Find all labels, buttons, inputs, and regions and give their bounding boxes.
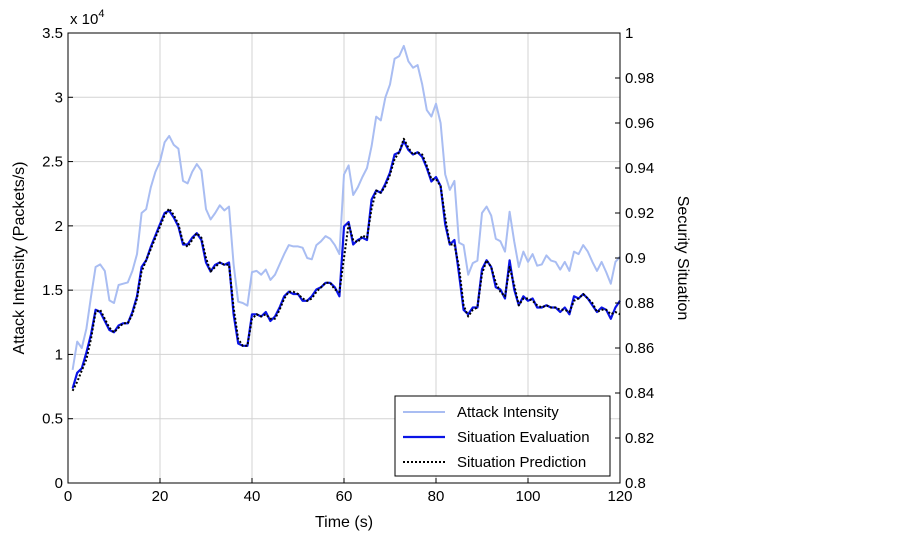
y-tick-label-right: 0.96 [625,115,654,132]
y-multiplier-label: x 104 [70,8,104,28]
x-tick-label: 0 [64,488,72,505]
tick-layer: 0 20 40 60 80 100 120 0 0.5 1 1.5 2 2.5 3 3.5 0.8 0.82 0.… [42,25,654,505]
y-axis-label-right: Security Situation [674,196,691,321]
y-tick-label-left: 2 [55,218,63,235]
series-line-attack-intensity [71,44,621,371]
y-tick-label-right: 0.98 [625,70,654,87]
series-layer [71,44,621,392]
legend-label: Attack Intensity [457,404,559,421]
y-tick-label-left: 0.5 [42,411,63,428]
x-tick-label: 40 [244,488,261,505]
x-tick-label: 60 [336,488,353,505]
multiplier-exponent: 4 [98,8,104,20]
y-tick-label-right: 0.92 [625,205,654,222]
x-tick-label: 120 [607,488,632,505]
legend: Attack Intensity Situation Evaluation Situ… [394,395,611,477]
y-tick-label-right: 1 [625,25,633,42]
y-tick-label-left: 0 [55,475,63,492]
y-tick-label-left: 1.5 [42,282,63,299]
x-tick-label: 80 [428,488,445,505]
y-tick-label-right: 0.86 [625,340,654,357]
y-tick-label-right: 0.84 [625,385,654,402]
y-tick-label-right: 0.82 [625,430,654,447]
x-axis-label: Time (s) [315,514,373,531]
y-tick-label-right: 0.9 [625,250,646,267]
y-tick-label-left: 3.5 [42,25,63,42]
multiplier-base: x 10 [70,11,98,28]
legend-label: Situation Prediction [457,454,586,471]
series-line-situation-evaluation [71,139,621,389]
series-line-situation-prediction [71,137,621,392]
y-tick-label-right: 0.88 [625,295,654,312]
y-axis-label-left: Attack Intensity (Packets/s) [11,162,28,355]
y-tick-label-left: 2.5 [42,154,63,171]
y-tick-label-right: 0.94 [625,160,654,177]
y-tick-label-left: 3 [55,89,63,106]
legend-label: Situation Evaluation [457,429,590,446]
y-tick-label-left: 1 [55,346,63,363]
x-tick-label: 100 [515,488,540,505]
y-tick-label-right: 0.8 [625,475,646,492]
x-tick-label: 20 [152,488,169,505]
